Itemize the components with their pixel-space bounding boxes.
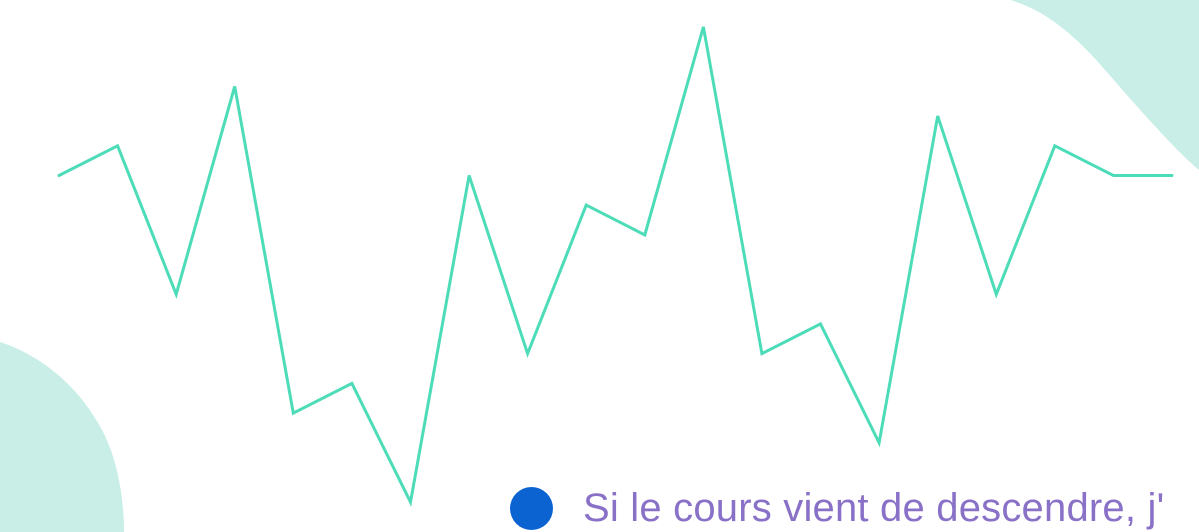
bullet-dot-icon (510, 486, 553, 530)
bottom-left-blob (0, 342, 124, 532)
top-right-blob (1010, 0, 1199, 170)
data-point (291, 411, 295, 415)
data-point (936, 114, 940, 118)
data-point (1053, 144, 1057, 148)
series-line (57, 26, 1174, 507)
caption: Si le cours vient de descendre, j' (510, 478, 1164, 532)
data-point (233, 84, 237, 88)
data-point (467, 173, 471, 177)
data-point (526, 352, 530, 356)
data-point (174, 292, 178, 296)
series-layer (57, 25, 1174, 507)
data-point (819, 322, 823, 326)
caption-text: Si le cours vient de descendre, j' (583, 486, 1165, 530)
data-point (877, 441, 881, 445)
data-point (760, 352, 764, 356)
data-point (116, 144, 120, 148)
data-point (350, 381, 354, 385)
data-point (408, 500, 412, 504)
data-point (643, 233, 647, 237)
data-point (1170, 173, 1174, 177)
data-point (1111, 173, 1115, 177)
data-point (701, 25, 705, 29)
data-point (994, 292, 998, 296)
data-point (57, 173, 61, 177)
data-point (584, 203, 588, 207)
